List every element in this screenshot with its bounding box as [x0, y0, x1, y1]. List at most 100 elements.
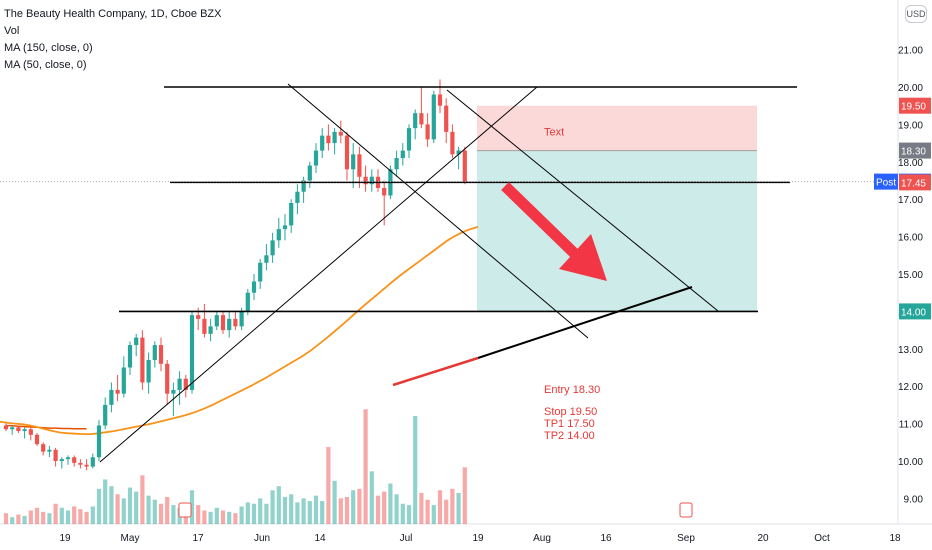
volume-bar: [338, 498, 343, 524]
candle-body: [127, 345, 133, 368]
candle-body: [134, 337, 139, 346]
candle-body: [282, 225, 288, 230]
price-badge: [899, 303, 931, 320]
price-badge-value: 19.50: [901, 102, 926, 113]
volume-bar: [115, 494, 120, 524]
volume-bar: [388, 483, 393, 524]
candle-body: [344, 135, 350, 170]
candle-body: [90, 457, 95, 467]
time-tick-label: 16: [600, 533, 612, 544]
volume-bar: [239, 506, 244, 524]
volume-bar: [233, 513, 238, 524]
volume-bar: [406, 505, 412, 524]
candle-body: [320, 135, 325, 151]
volume-bar: [413, 416, 418, 524]
candle-body: [233, 318, 238, 327]
volume-bar: [134, 491, 139, 524]
trade-plan-note[interactable]: Entry 18.30 Stop 19.50 TP1 17.50 TP2 14.…: [544, 384, 600, 442]
volume-bar: [425, 499, 430, 524]
candle-body: [171, 389, 176, 394]
volume-bar: [369, 471, 374, 524]
price-tick-label: 16.00: [898, 233, 923, 244]
volume-bar: [65, 510, 71, 524]
time-tick-label: Aug: [533, 533, 551, 544]
candle-body: [251, 281, 257, 293]
volume-bar: [84, 511, 89, 524]
entry-text: Entry 18.30: [544, 384, 601, 396]
volume-bar: [419, 492, 424, 524]
volume-bar: [251, 503, 257, 524]
indicator-vol[interactable]: Vol: [4, 25, 20, 37]
volume-bar: [431, 505, 436, 524]
volume-bar: [245, 502, 250, 524]
volume-bar: [456, 492, 461, 524]
candle-body: [258, 262, 263, 282]
time-tick-label: May: [121, 533, 140, 544]
red-trend-segment: [392, 356, 479, 387]
tp1-text: TP1 17.50: [544, 418, 595, 430]
candle-body: [202, 318, 207, 334]
candle-body: [220, 315, 226, 331]
volume-bar: [202, 510, 207, 524]
time-tick-label: 19: [472, 533, 484, 544]
candle-body: [363, 176, 368, 185]
zone-text-label: Text: [544, 127, 564, 139]
volume-bar: [10, 517, 15, 524]
post-badge-label: [874, 173, 898, 190]
volume-bar: [109, 486, 114, 524]
symbol-title[interactable]: The Beauty Health Company, 1D, Cboe BZX: [4, 8, 222, 20]
price-badge-value: 18.30: [901, 147, 926, 158]
candle-body: [177, 378, 182, 390]
candle-body: [276, 229, 281, 241]
currency-button[interactable]: USD: [905, 5, 927, 23]
volume-bar: [53, 503, 58, 524]
volume-bar: [320, 501, 325, 524]
candle-body: [146, 360, 151, 383]
candle-body: [239, 311, 244, 327]
volume-bar: [270, 490, 275, 524]
volume-bar: [394, 494, 399, 524]
position-zones[interactable]: Text: [477, 105, 757, 312]
ma150-line: [5, 424, 87, 430]
drawings[interactable]: [0, 83, 898, 463]
volume-bar: [171, 505, 176, 524]
volume-bars: [3, 409, 467, 524]
stop-zone: [477, 105, 757, 151]
time-tick-label: 17: [192, 533, 204, 544]
price-tick-label: 12.00: [898, 382, 923, 393]
volume-bar: [47, 513, 52, 524]
indicator-ma50[interactable]: MA (50, close, 0): [4, 59, 87, 71]
candle-body: [152, 345, 157, 361]
time-tick-label: 18: [889, 533, 901, 544]
price-badge: [899, 142, 931, 159]
price-tick-label: 18.00: [898, 158, 923, 169]
candle-body: [208, 326, 213, 334]
time-tick-label: Sep: [677, 533, 695, 544]
volume-bar: [152, 499, 157, 524]
candle-body: [214, 315, 219, 327]
candle-body: [183, 378, 188, 390]
arrow-head: [559, 234, 607, 281]
volume-bar: [444, 499, 449, 524]
candle-body: [72, 457, 77, 463]
volume-bar: [3, 513, 9, 524]
candle-body: [41, 444, 46, 452]
volume-bar: [357, 488, 362, 524]
earnings-marker-icon: [178, 502, 192, 518]
volume-bar: [462, 467, 467, 524]
indicator-ma150[interactable]: MA (150, close, 0): [4, 42, 93, 54]
candle-body: [53, 449, 58, 461]
volume-bar: [78, 509, 83, 524]
price-badge-value: 17.45: [901, 178, 926, 189]
volume-bar: [301, 498, 306, 524]
candle-body: [326, 135, 331, 144]
volume-bar: [307, 501, 312, 524]
candle-body: [406, 128, 412, 151]
candle-body: [444, 105, 449, 132]
candle-body: [3, 425, 9, 430]
candle-body: [332, 131, 337, 144]
candle-body: [10, 427, 15, 430]
arrow-shaft: [501, 182, 579, 258]
price-tick-label: 13.00: [898, 345, 923, 356]
